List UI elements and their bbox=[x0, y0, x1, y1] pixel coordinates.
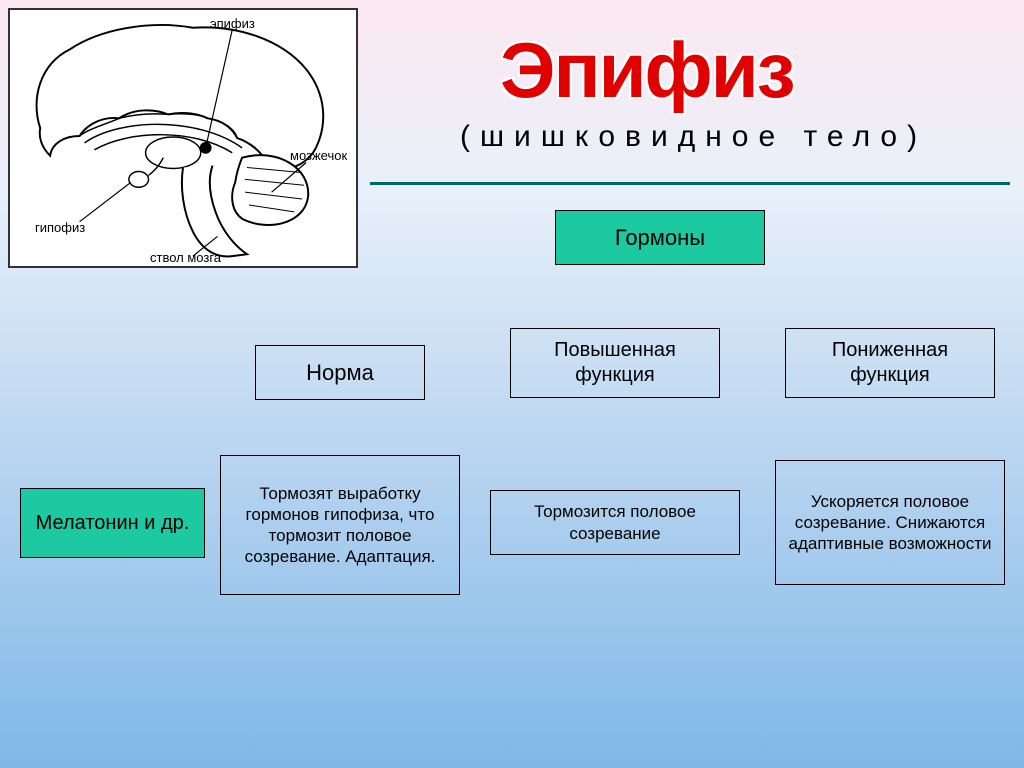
divider-line bbox=[370, 182, 1010, 185]
box-hypo: Пониженная функция bbox=[785, 328, 995, 398]
page-subtitle: (шишковидное тело) bbox=[460, 120, 927, 154]
box-hypo_effect: Ускоряется половое созревание. Снижаются… bbox=[775, 460, 1005, 585]
label-cerebellum: мозжечок bbox=[290, 148, 347, 163]
brain-diagram: эпифиз мозжечок гипофиз ствол мозга bbox=[8, 8, 358, 268]
box-norm: Норма bbox=[255, 345, 425, 400]
label-brainstem: ствол мозга bbox=[150, 250, 221, 265]
box-hyper: Повышенная функция bbox=[510, 328, 720, 398]
label-epiphysis: эпифиз bbox=[210, 16, 255, 31]
box-melatonin: Мелатонин и др. bbox=[20, 488, 205, 558]
page-title: Эпифиз bbox=[500, 25, 794, 116]
label-hypophysis: гипофиз bbox=[35, 220, 85, 235]
box-norm_effect: Тормозят выработку гормонов гипофиза, чт… bbox=[220, 455, 460, 595]
box-hormones: Гормоны bbox=[555, 210, 765, 265]
box-hyper_effect: Тормозится половое созревание bbox=[490, 490, 740, 555]
